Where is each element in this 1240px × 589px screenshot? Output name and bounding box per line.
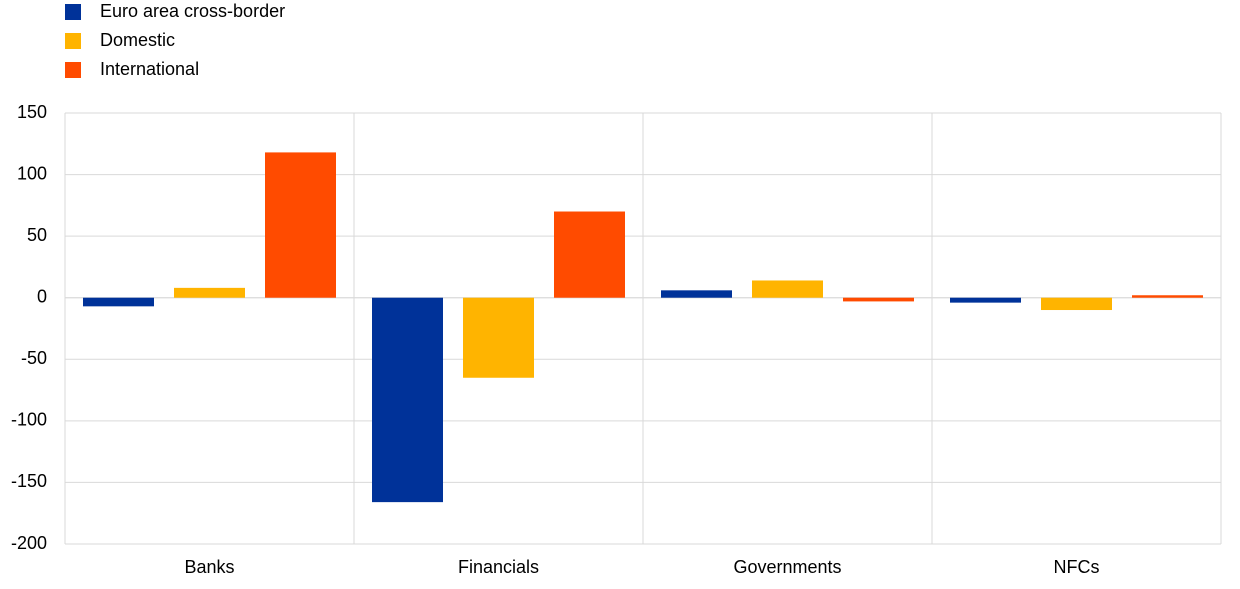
x-tick-label: Governments <box>733 557 841 577</box>
legend-swatch <box>65 33 81 49</box>
bar <box>843 297 914 302</box>
bar <box>174 287 245 298</box>
legend-swatch <box>65 62 81 78</box>
bar <box>950 297 1021 303</box>
bar <box>265 152 336 298</box>
bar <box>1132 295 1203 298</box>
x-tick-label: NFCs <box>1054 557 1100 577</box>
bar <box>554 211 625 298</box>
x-tick-label: Banks <box>184 557 234 577</box>
bar <box>463 297 534 378</box>
y-tick-label: 50 <box>27 225 47 245</box>
y-tick-label: -50 <box>21 348 47 368</box>
y-tick-label: 100 <box>17 163 47 183</box>
bar <box>372 297 443 503</box>
y-tick-label: -100 <box>11 410 47 430</box>
bar <box>661 290 732 298</box>
legend-label: Domestic <box>100 30 175 50</box>
y-tick-label: -200 <box>11 533 47 553</box>
bar <box>83 297 154 307</box>
bar <box>752 280 823 298</box>
y-tick-label: 0 <box>37 286 47 306</box>
legend-label: Euro area cross-border <box>100 1 285 21</box>
legend-label: International <box>100 59 199 79</box>
x-tick-label: Financials <box>458 557 539 577</box>
y-tick-label: 150 <box>17 102 47 122</box>
y-tick-label: -150 <box>11 471 47 491</box>
legend-swatch <box>65 4 81 20</box>
bar <box>1041 297 1112 311</box>
